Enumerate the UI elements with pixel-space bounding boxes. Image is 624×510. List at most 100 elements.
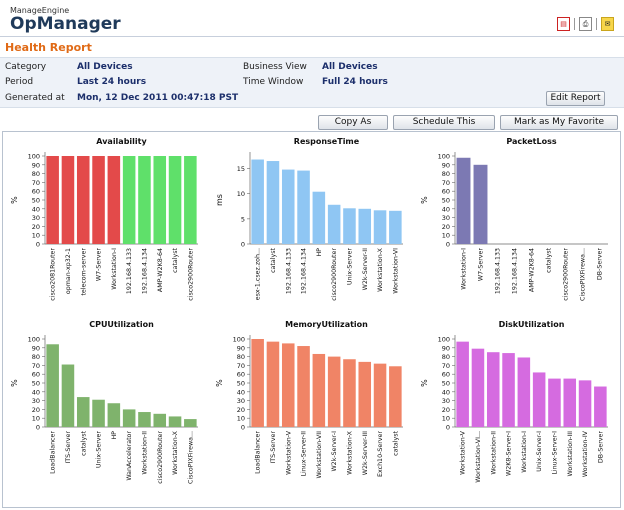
- bar: [107, 403, 121, 427]
- y-tick-label: 70: [237, 362, 245, 370]
- x-tick-label: 192.168.4.133: [495, 248, 502, 294]
- y-axis-label: %: [10, 196, 19, 204]
- bar: [266, 161, 280, 244]
- x-tick-label: DB-Server: [597, 431, 604, 464]
- y-tick-label: 15: [237, 165, 245, 173]
- y-tick-label: 10: [442, 415, 450, 423]
- y-tick-label: 0: [446, 424, 450, 432]
- x-tick-label: DB-Server: [597, 248, 604, 281]
- y-tick-label: 50: [442, 197, 450, 205]
- bar: [281, 343, 295, 427]
- y-tick-label: 50: [32, 197, 40, 205]
- bar: [297, 170, 310, 244]
- x-tick-label: W2k-Server-III: [362, 431, 369, 475]
- chart-responsetime: ResponseTime ms 0 5 10 15 esx-1.csez.zoh... cat…: [215, 137, 403, 301]
- bar: [266, 341, 280, 427]
- chart-title: Availability: [96, 137, 147, 146]
- x-tick-label: Workstation-III: [567, 431, 574, 477]
- x-tick-label: WanAccelerator: [126, 431, 133, 481]
- y-tick-label: 70: [32, 179, 40, 187]
- y-tick-label: 30: [237, 397, 245, 405]
- x-tick-label: Workstation-VI: [392, 248, 399, 294]
- x-tick-label: Workstation-II: [490, 431, 497, 475]
- bar: [122, 409, 136, 427]
- bar: [168, 416, 182, 427]
- schedule-button[interactable]: Schedule This: [393, 115, 495, 130]
- print-icon[interactable]: ⎙: [579, 17, 592, 31]
- bar: [343, 208, 356, 244]
- y-tick-label: 50: [32, 380, 40, 388]
- y-axis-label: %: [215, 379, 224, 387]
- x-tick-label: Workstation-X: [172, 430, 179, 475]
- y-tick-label: 30: [32, 397, 40, 405]
- bar: [76, 156, 90, 244]
- y-tick-label: 90: [32, 344, 40, 352]
- bar: [168, 156, 182, 244]
- x-tick-label: W2k-Server-II: [362, 248, 369, 291]
- x-tick-label: telecom-server: [80, 248, 87, 296]
- bar: [517, 357, 531, 427]
- time-window-value: Full 24 hours: [322, 77, 388, 87]
- x-tick-label: Workstation-VI...: [475, 431, 482, 483]
- period-label: Period: [5, 77, 34, 87]
- bar: [327, 204, 341, 244]
- x-tick-label: ITS-Server: [270, 431, 277, 464]
- bar: [138, 412, 151, 427]
- y-tick-label: 0: [241, 241, 245, 249]
- y-tick-label: 20: [237, 406, 245, 414]
- y-tick-label: 30: [442, 214, 450, 222]
- y-tick-label: 10: [237, 190, 245, 198]
- x-tick-label: Unix-Server-I: [536, 431, 543, 472]
- brand-sub: ManageEngine: [10, 6, 70, 15]
- x-tick-label: Workstation-I: [461, 248, 468, 290]
- bar: [373, 210, 387, 244]
- copy-as-button[interactable]: Copy As: [318, 115, 388, 130]
- bar: [473, 164, 488, 244]
- y-tick-label: 100: [438, 153, 450, 161]
- bar: [153, 156, 167, 244]
- chart-title: ResponseTime: [294, 137, 360, 146]
- x-tick-label: Workstation-X: [377, 247, 384, 292]
- x-tick-label: opman-xp32-1: [65, 248, 72, 294]
- edit-report-button[interactable]: Edit Report: [546, 91, 605, 106]
- charts-panel: Availability% 0 10 20 30 40 50 60 70 80 90 100 cisco…: [2, 131, 621, 508]
- y-axis-label: %: [420, 196, 429, 204]
- x-tick-label: W7-Server: [478, 248, 485, 282]
- bar: [486, 352, 500, 427]
- y-tick-label: 90: [442, 344, 450, 352]
- y-tick-label: 40: [442, 205, 450, 213]
- export-toolbar: ▤ ⎙ ✉: [557, 17, 614, 31]
- bar: [471, 348, 485, 427]
- y-tick-label: 60: [237, 371, 245, 379]
- x-tick-label: LoadBalancer: [50, 431, 57, 474]
- favorite-button[interactable]: Mark as My Favorite: [500, 115, 618, 130]
- y-tick-label: 10: [237, 415, 245, 423]
- y-tick-label: 0: [36, 241, 40, 249]
- y-tick-label: 0: [241, 424, 245, 432]
- business-view-label: Business View: [243, 62, 307, 72]
- x-tick-label: ITS-Server: [65, 431, 72, 464]
- y-tick-label: 90: [237, 344, 245, 352]
- bar: [92, 399, 105, 427]
- x-tick-label: Workstation-V: [285, 430, 292, 475]
- x-tick-label: 192.168.4.134: [301, 248, 308, 294]
- chart-title: MemoryUtilization: [285, 320, 368, 329]
- y-tick-label: 40: [442, 388, 450, 396]
- bar: [281, 169, 295, 244]
- mail-icon[interactable]: ✉: [601, 17, 614, 31]
- divider: [574, 18, 575, 30]
- bar: [312, 191, 326, 244]
- y-tick-label: 90: [32, 161, 40, 169]
- x-tick-label: Linux-Server-I: [551, 431, 558, 475]
- pdf-icon[interactable]: ▤: [557, 17, 570, 31]
- x-tick-label: Workstation-I: [521, 431, 528, 473]
- x-tick-label: W2K8-Server-I: [506, 431, 513, 476]
- y-tick-label: 5: [241, 215, 245, 223]
- bar: [92, 156, 105, 244]
- chart-title: CPUUtilization: [89, 320, 154, 329]
- generated-value: Mon, 12 Dec 2011 00:47:18 PST: [77, 93, 239, 103]
- page-title: Health Report: [5, 41, 92, 54]
- y-tick-label: 80: [442, 353, 450, 361]
- charts-canvas: Availability%0102030405060708090100cisco…: [10, 137, 608, 484]
